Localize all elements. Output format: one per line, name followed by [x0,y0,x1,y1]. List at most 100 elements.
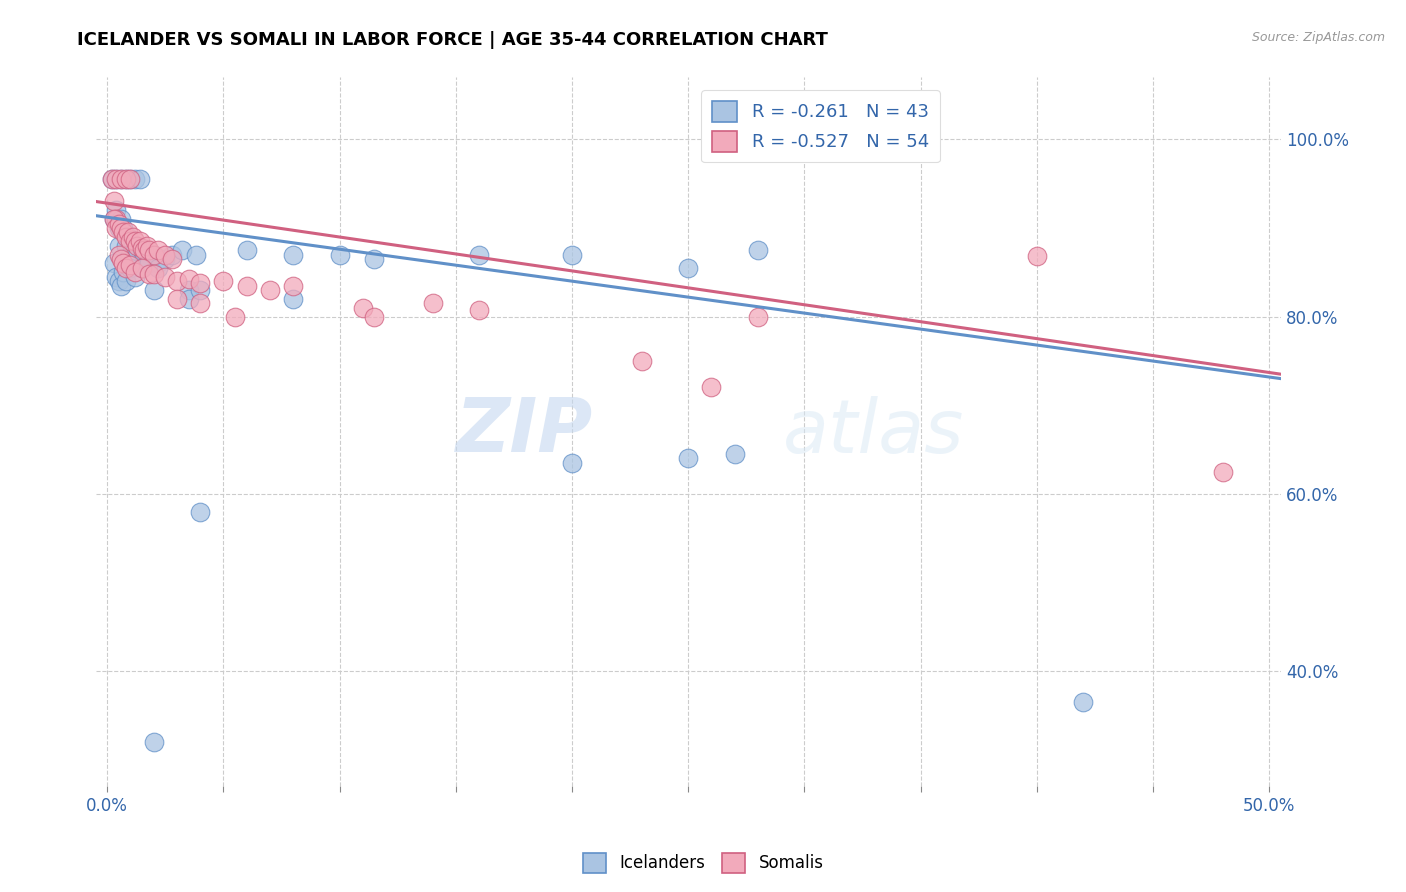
Text: atlas: atlas [783,396,965,467]
Point [329,247,352,261]
Point [110,212,132,227]
Point [170,243,193,257]
Point [131,260,153,275]
Point [103,256,125,270]
Point [131,243,153,257]
Point [124,172,146,186]
Text: ZIP: ZIP [456,395,593,468]
Point [114,172,136,186]
Point [134,247,156,261]
Point [678,260,700,275]
Point [107,274,129,288]
Point [177,272,200,286]
Point [114,239,136,253]
Point [120,247,142,261]
Point [120,260,142,275]
Text: ICELANDER VS SOMALI IN LABOR FORCE | AGE 35-44 CORRELATION CHART: ICELANDER VS SOMALI IN LABOR FORCE | AGE… [77,31,828,49]
Point [177,292,200,306]
Point [114,260,136,275]
Point [155,247,177,261]
Point [124,265,146,279]
Point [128,235,150,249]
Point [148,260,170,275]
Point [363,252,385,266]
Point [103,194,125,209]
Point [117,230,139,244]
Point [112,256,135,270]
Point [124,243,146,257]
Point [188,296,211,310]
Point [235,243,257,257]
Legend: Icelanders, Somalis: Icelanders, Somalis [576,847,830,880]
Point [114,274,136,288]
Point [155,269,177,284]
Point [148,243,170,257]
Point [101,172,124,186]
Point [747,310,769,324]
Point [127,239,149,253]
Point [110,278,132,293]
Point [105,269,128,284]
Point [124,269,146,284]
Point [1073,695,1095,709]
Point [1212,465,1234,479]
Point [162,247,184,261]
Point [155,252,177,266]
Point [124,235,146,249]
Point [184,247,207,261]
Point [188,504,211,518]
Point [138,256,160,270]
Point [107,247,129,261]
Point [120,235,142,249]
Point [121,239,143,253]
Point [112,221,135,235]
Point [281,247,304,261]
Point [747,243,769,257]
Point [114,172,136,186]
Point [212,274,235,288]
Point [101,172,124,186]
Point [138,267,160,281]
Point [120,258,142,272]
Point [112,226,135,240]
Point [142,267,165,281]
Point [224,310,246,324]
Point [177,283,200,297]
Point [468,247,491,261]
Point [142,247,165,261]
Point [148,256,170,270]
Point [142,283,165,297]
Point [352,301,374,315]
Point [188,283,211,297]
Point [121,230,143,244]
Point [363,310,385,324]
Point [235,278,257,293]
Point [142,735,165,749]
Point [259,283,281,297]
Point [138,252,160,266]
Point [131,240,153,254]
Point [188,276,211,290]
Point [110,221,132,235]
Point [120,172,142,186]
Point [117,226,139,240]
Point [142,247,165,261]
Point [630,354,652,368]
Point [561,247,583,261]
Point [105,172,128,186]
Point [131,260,153,275]
Point [162,252,184,266]
Point [105,172,128,186]
Point [700,380,723,394]
Point [128,172,150,186]
Point [110,252,132,266]
Point [1025,249,1047,263]
Point [561,456,583,470]
Point [120,172,142,186]
Point [105,221,128,235]
Point [678,451,700,466]
Point [468,302,491,317]
Point [114,230,136,244]
Point [166,274,188,288]
Point [135,239,157,253]
